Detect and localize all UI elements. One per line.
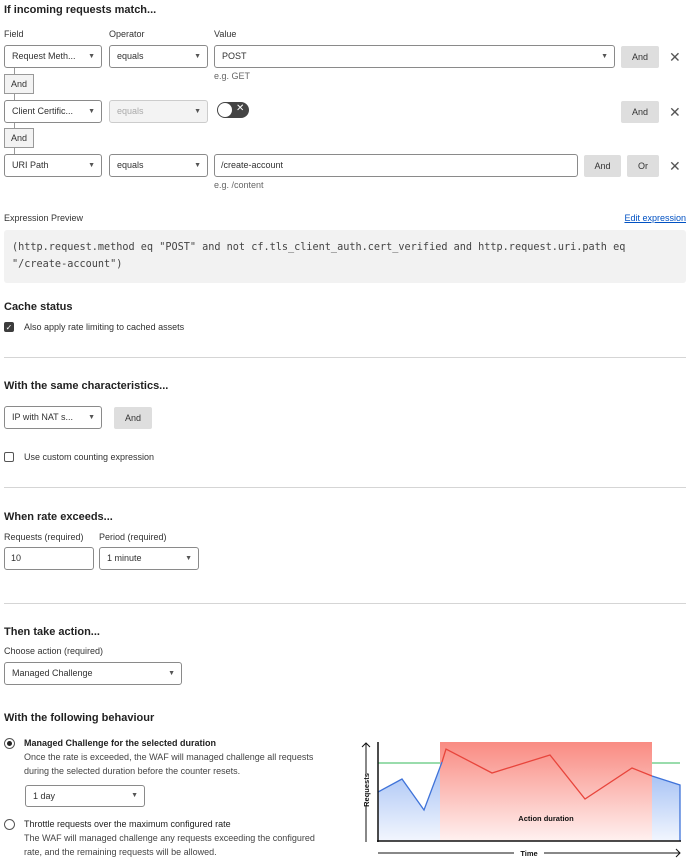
expression-preview: (http.request.method eq "POST" and not c… [4, 230, 686, 283]
chevron-down-icon: ▼ [194, 108, 201, 115]
action-value: Managed Challenge [12, 668, 93, 678]
period-label: Period (required) [99, 532, 167, 542]
operator-value: equals [117, 51, 144, 61]
expression-label: Expression Preview [4, 213, 84, 223]
operator-label: Operator [109, 29, 145, 39]
divider [4, 357, 686, 358]
value-select-1[interactable]: POST ▼ [214, 45, 615, 68]
arrow-up-icon [361, 742, 371, 748]
divider [4, 487, 686, 488]
duration-select[interactable]: 1 day ▼ [25, 785, 145, 807]
chevron-down-icon: ▼ [88, 414, 95, 421]
or-button-3[interactable]: Or [627, 155, 659, 177]
cache-checkbox-label: Also apply rate limiting to cached asset… [24, 322, 185, 332]
duration-option-title: Managed Challenge for the selected durat… [24, 738, 217, 748]
normal-area-right [652, 776, 680, 841]
chevron-down-icon: ▼ [194, 53, 201, 60]
action-title: Then take action... [4, 626, 100, 638]
value-toggle[interactable]: ✕ [217, 102, 249, 118]
chevron-down-icon: ▼ [168, 670, 175, 677]
field-select-1[interactable]: Request Meth... ▼ [4, 45, 102, 68]
action-duration-label: Action duration [518, 814, 574, 823]
period-select[interactable]: 1 minute ▼ [99, 547, 199, 570]
value-hint-1: e.g. GET [214, 71, 251, 81]
throttle-option-title: Throttle requests over the maximum confi… [24, 819, 231, 829]
action-duration-region [440, 742, 652, 841]
x-axis-label: Time [520, 849, 537, 858]
normal-requests-line [377, 761, 443, 812]
custom-counting-label: Use custom counting expression [24, 452, 155, 462]
duration-desc-2: during the selected duration before the … [24, 766, 241, 776]
and-button-3[interactable]: And [584, 155, 621, 177]
rate-title: When rate exceeds... [4, 511, 113, 523]
cache-checkbox[interactable]: ✓ [4, 322, 14, 332]
period-value: 1 minute [107, 553, 142, 563]
duration-value: 1 day [33, 791, 56, 801]
action-select[interactable]: Managed Challenge ▼ [4, 662, 182, 685]
characteristics-select[interactable]: IP with NAT s... ▼ [4, 406, 102, 429]
and-button-1[interactable]: And [621, 46, 659, 68]
close-icon[interactable]: ✕ [669, 49, 681, 65]
x-icon: ✕ [236, 103, 245, 114]
behaviour-title: With the following behaviour [4, 712, 155, 724]
chevron-down-icon: ▼ [88, 162, 95, 169]
value-hint-3: e.g. /content [214, 180, 264, 190]
characteristics-and-button[interactable]: And [114, 407, 152, 429]
toggle-knob [218, 103, 232, 117]
operator-value: equals [117, 106, 144, 116]
chevron-down-icon: ▼ [601, 53, 608, 60]
field-select-3[interactable]: URI Path ▼ [4, 154, 102, 177]
duration-radio[interactable] [4, 738, 15, 749]
operator-select-2: equals ▼ [109, 100, 208, 123]
throttle-desc-1: The WAF will managed challenge any reque… [24, 833, 315, 843]
choose-action-label: Choose action (required) [4, 646, 104, 656]
close-icon[interactable]: ✕ [669, 104, 681, 120]
exceeded-requests-line [441, 748, 653, 800]
field-value: Request Meth... [12, 51, 76, 61]
normal-requests-line-right [651, 775, 681, 841]
requests-label: Requests (required) [4, 532, 84, 542]
field-select-2[interactable]: Client Certific... ▼ [4, 100, 102, 123]
value-label: Value [214, 29, 237, 39]
arrow-right-icon [675, 848, 681, 858]
chevron-down-icon: ▼ [185, 555, 192, 562]
chevron-down-icon: ▼ [88, 53, 95, 60]
connector-and-1[interactable]: And [4, 74, 34, 94]
chevron-down-icon: ▼ [88, 108, 95, 115]
edit-expression-link[interactable]: Edit expression [624, 213, 686, 223]
throttle-radio[interactable] [4, 819, 15, 830]
select-value: IP with NAT s... [12, 412, 74, 422]
field-value: Client Certific... [12, 106, 74, 116]
value-input-3[interactable]: /create-account [214, 154, 578, 177]
cache-title: Cache status [4, 301, 73, 313]
throttle-desc-2: rate, and the remaining requests will be… [24, 847, 217, 857]
duration-desc-1: Once the rate is exceeded, the WAF will … [24, 752, 314, 762]
chevron-down-icon: ▼ [194, 162, 201, 169]
field-label: Field [4, 29, 24, 39]
y-axis-label: Requests [362, 773, 371, 807]
divider [4, 603, 686, 604]
field-value: URI Path [12, 160, 49, 170]
custom-counting-checkbox[interactable] [4, 452, 14, 462]
operator-value: equals [117, 160, 144, 170]
behaviour-illustration: Requests Time Action duration [361, 742, 681, 858]
chevron-down-icon: ▼ [131, 792, 138, 799]
close-icon[interactable]: ✕ [669, 158, 681, 174]
requests-input[interactable]: 10 [4, 547, 94, 570]
match-title: If incoming requests match... [4, 4, 157, 16]
operator-select-1[interactable]: equals ▼ [109, 45, 208, 68]
operator-select-3[interactable]: equals ▼ [109, 154, 208, 177]
and-button-2[interactable]: And [621, 101, 659, 123]
normal-area [378, 768, 440, 841]
value-text: POST [222, 51, 247, 61]
connector-and-2[interactable]: And [4, 128, 34, 148]
characteristics-title: With the same characteristics... [4, 380, 169, 392]
